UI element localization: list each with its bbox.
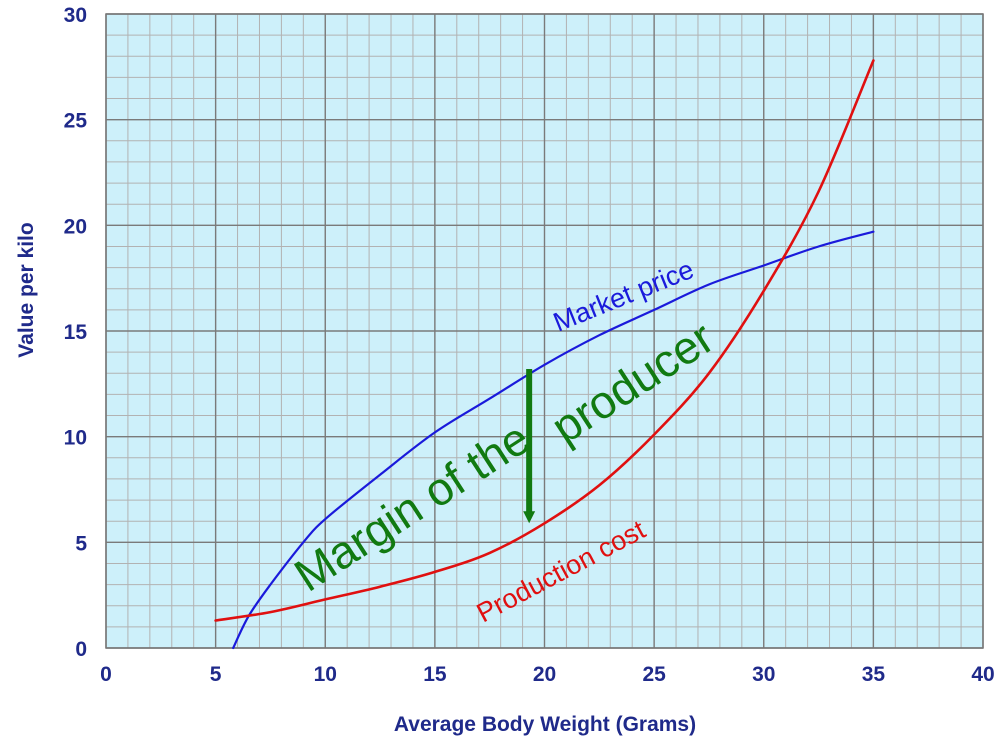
- y-tick-label: 15: [64, 321, 88, 344]
- x-axis-title: Average Body Weight (Grams): [394, 713, 696, 736]
- x-tick-label: 5: [210, 663, 222, 686]
- y-tick-label: 5: [75, 532, 87, 555]
- market-price-line: [232, 230, 875, 650]
- x-tick-label: 25: [642, 663, 666, 686]
- margin-arrow-head: [523, 511, 536, 524]
- y-tick-label: 10: [64, 427, 87, 450]
- x-tick-label: 15: [423, 663, 447, 686]
- y-tick-label: 25: [64, 110, 88, 133]
- x-tick-label: 20: [533, 663, 556, 686]
- y-tick-label: 30: [64, 4, 87, 27]
- y-axis: 0 5 10 15 20 25 30: [64, 4, 88, 661]
- series-layer: [214, 59, 875, 650]
- y-tick-label: 0: [75, 638, 87, 661]
- y-tick-label: 20: [64, 215, 87, 238]
- x-tick-label: 40: [971, 663, 994, 686]
- y-axis-title: Value per kilo: [15, 222, 38, 357]
- x-tick-label: 10: [314, 663, 337, 686]
- x-tick-label: 35: [862, 663, 886, 686]
- production-cost-line: [214, 59, 875, 622]
- x-axis: 0 5 10 15 20 25 30 35 40: [100, 663, 995, 686]
- x-tick-label: 0: [100, 663, 112, 686]
- x-tick-label: 30: [752, 663, 775, 686]
- plot-border: [105, 13, 984, 649]
